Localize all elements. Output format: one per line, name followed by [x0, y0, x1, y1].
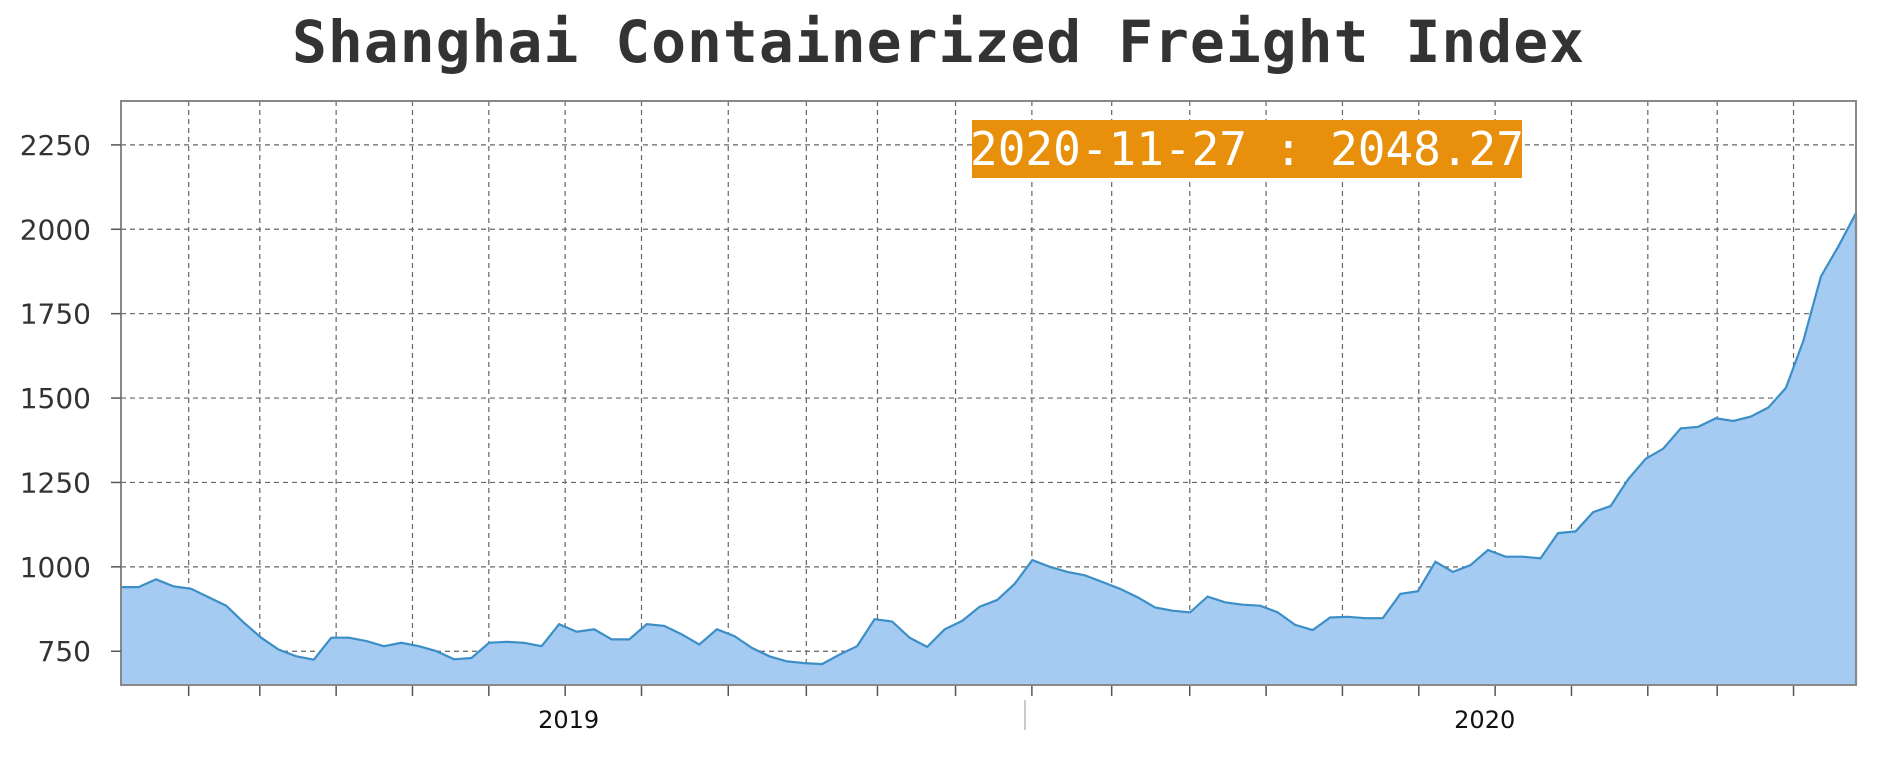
y-tick-label: 1750 [20, 298, 91, 331]
y-tick-label: 2000 [20, 213, 91, 246]
annotation-badge-bg [972, 120, 1522, 178]
x-tick-label: 2019 [538, 706, 599, 734]
y-tick-label: 750 [38, 635, 91, 668]
annotation-badge-text: 2020-11-27 : 2048.27 [970, 122, 1524, 176]
y-tick-label: 1000 [20, 551, 91, 584]
chart-title: Shanghai Containerized Freight Index [291, 8, 1586, 76]
value-annotation: 2020-11-27 : 2048.27 [970, 120, 1524, 178]
gridlines [121, 101, 1856, 696]
y-tick-label: 2250 [20, 129, 91, 162]
y-tick-label: 1250 [20, 466, 91, 499]
series-area [121, 213, 1856, 685]
y-tick-label: 1500 [20, 382, 91, 415]
plot-frame [120, 100, 1857, 686]
series-line [121, 212, 1858, 685]
x-tick-label: 2020 [1454, 706, 1515, 734]
x-axis: 2019 2020 [538, 700, 1515, 734]
y-axis: 750 1000 1250 1500 1750 2000 2250 [20, 129, 121, 668]
